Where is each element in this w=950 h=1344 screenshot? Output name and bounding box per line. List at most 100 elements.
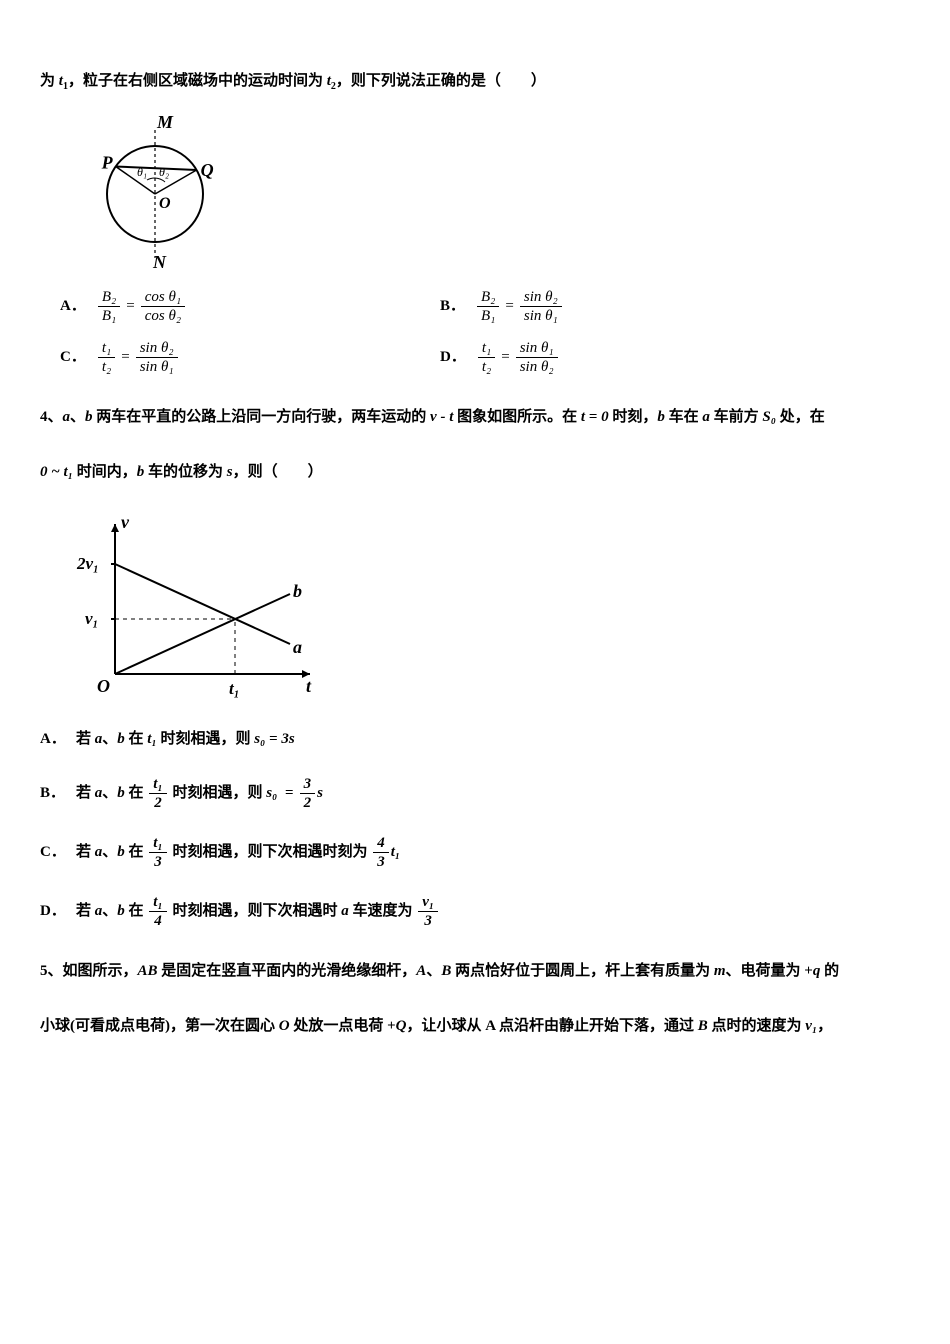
q4-t8: 车的位移为 [144, 464, 227, 480]
q4C-b: b [117, 844, 125, 860]
q5-l2c: ，让小球从 A 点沿杆由静止开始下落，通过 [407, 1018, 698, 1034]
opt-D-label: D． [440, 344, 466, 371]
svg-text:v₁: v₁ [85, 609, 98, 628]
q4C-pre: 若 [76, 844, 95, 860]
svg-text:P: P [101, 152, 114, 172]
eq-sign: = [121, 344, 129, 371]
q4B-frac: t₁2 [149, 775, 166, 812]
opt-B-lhs-num: B₂ [477, 288, 499, 307]
q4D-post2: 车速度为 [349, 903, 417, 919]
q4B-sep: 、 [102, 785, 117, 801]
svg-text:Q: Q [201, 160, 214, 180]
q4-pre: 4、 [40, 409, 63, 425]
options-row-2: C． t₁ t₂ = sin θ₂ sin θ₁ D． t₁ t₂ = sin … [60, 339, 910, 376]
opt-C-label: C． [60, 344, 86, 371]
q4D-rfrac: v₁3 [418, 893, 438, 930]
q4C-frac: t₁3 [149, 834, 166, 871]
q4D-b: b [117, 903, 125, 919]
option-A: A． B₂ B₁ = cos θ₁ cos θ₂ [60, 288, 440, 325]
q5-Bpt: B [698, 1018, 708, 1034]
q4D-mid: 在 [125, 903, 148, 919]
opt-C-rhs-den: sin θ₁ [136, 358, 178, 376]
q4A-b: b [117, 731, 125, 747]
q4A-pre: 若 [76, 731, 95, 747]
q4-S0: S₀ [762, 409, 776, 425]
q4-t1: 两车在平直的公路上沿同一方向行驶，两车运动的 [93, 409, 431, 425]
q5-t3: 、电荷量为 + [726, 963, 813, 979]
opt-C-lhs-num: t₁ [98, 339, 115, 358]
q4A-sep: 、 [102, 731, 117, 747]
q4-t3: 时刻， [609, 409, 658, 425]
q4C-sep: 、 [102, 844, 117, 860]
q4-t4: 车在 [665, 409, 703, 425]
q5-B: B [441, 963, 451, 979]
q4C-label: C． [40, 839, 66, 866]
vt-diagram: vv₁2v₁tt₁Oba [60, 504, 910, 704]
q4C-fn: t₁ [149, 834, 166, 853]
intro-pre: 为 [40, 73, 59, 89]
opt-D-lhs-num: t₁ [478, 339, 495, 358]
q4B-rt: s [317, 785, 323, 801]
svg-text:2v₁: 2v₁ [76, 554, 99, 573]
q5-AB: AB [138, 963, 158, 979]
option-C: C． t₁ t₂ = sin θ₂ sin θ₁ [60, 339, 440, 376]
q4D-pre: 若 [76, 903, 95, 919]
q4D-frac: t₁4 [149, 893, 166, 930]
q4A-eqr: = 3s [269, 731, 295, 747]
q4-option-C: C．若 a、b 在 t₁3 时刻相遇，则下次相遇时刻为 43t₁ [40, 834, 910, 871]
q4-line1: 4、a、b 两车在平直的公路上沿同一方向行驶，两车运动的 v - t 图象如图所… [40, 404, 910, 431]
q4-a: a [63, 409, 71, 425]
opt-A-lhs: B₂ B₁ [98, 288, 120, 325]
q4D-a2: a [341, 903, 349, 919]
q4B-rn: 3 [300, 775, 316, 794]
q4B-fn: t₁ [149, 775, 166, 794]
q5-l2b: 处放一点电荷 + [290, 1018, 396, 1034]
q5-A: A [416, 963, 426, 979]
q4-line2: 0 ~ t₁ 时间内，b 车的位移为 s，则（ ） [40, 459, 910, 486]
opt-B-rhs-num: sin θ₂ [520, 288, 562, 307]
options-row-1: A． B₂ B₁ = cos θ₁ cos θ₂ B． B₂ B₁ = sin … [60, 288, 910, 325]
opt-B-lhs: B₂ B₁ [477, 288, 499, 325]
eq-sign: = [501, 344, 509, 371]
opt-C-lhs: t₁ t₂ [98, 339, 115, 376]
q5-t2: 两点恰好位于圆周上，杆上套有质量为 [451, 963, 714, 979]
q5-v1: v₁ [805, 1018, 817, 1034]
eq-sign: = [126, 293, 134, 320]
opt-C-rhs: sin θ₂ sin θ₁ [136, 339, 178, 376]
q4C-fd: 3 [149, 853, 166, 871]
opt-D-rhs: sin θ₁ sin θ₂ [516, 339, 558, 376]
q4-t5: 车前方 [710, 409, 763, 425]
q4D-label: D． [40, 898, 66, 925]
q4B-eq: = [285, 785, 294, 801]
q4D-fn: t₁ [149, 893, 166, 912]
opt-B-lhs-den: B₁ [477, 307, 499, 325]
q4A-mid: 在 [125, 731, 148, 747]
q4A-t: t₁ [147, 731, 156, 747]
q4B-post: 时刻相遇，则 [169, 785, 267, 801]
q4B-eql: s₀ [266, 785, 277, 801]
svg-text:b: b [293, 581, 302, 601]
opt-A-lhs-num: B₂ [98, 288, 120, 307]
q5-l2a: 小球(可看成点电荷)，第一次在圆心 [40, 1018, 279, 1034]
q5-line1: 5、如图所示，AB 是固定在竖直平面内的光滑绝缘细杆，A、B 两点恰好位于圆周上… [40, 958, 910, 985]
opt-A-rhs: cos θ₁ cos θ₂ [141, 288, 185, 325]
q4B-mid: 在 [125, 785, 148, 801]
svg-text:O: O [97, 676, 110, 696]
opt-D-lhs: t₁ t₂ [478, 339, 495, 376]
q4A-eql: s₀ [254, 731, 265, 747]
q4-vt: v - t [430, 409, 453, 425]
opt-A-lhs-den: B₁ [98, 307, 120, 325]
svg-text:θ₂: θ₂ [159, 165, 169, 179]
opt-D-lhs-den: t₂ [478, 358, 495, 376]
intro-post: ，则下列说法正确的是（ ） [336, 73, 546, 89]
q4B-rfrac: 32 [300, 775, 316, 812]
q4-a2: a [702, 409, 710, 425]
q4-t6: 处，在 [776, 409, 825, 425]
opt-D-rhs-num: sin θ₁ [516, 339, 558, 358]
circle-diagram: PMQONθ₁θ₂ [60, 114, 910, 274]
q4B-pre: 若 [76, 785, 95, 801]
q4C-mid: 在 [125, 844, 148, 860]
q4B-fd: 2 [149, 794, 166, 812]
q4-b2: b [657, 409, 665, 425]
option-D: D． t₁ t₂ = sin θ₁ sin θ₂ [440, 339, 820, 376]
